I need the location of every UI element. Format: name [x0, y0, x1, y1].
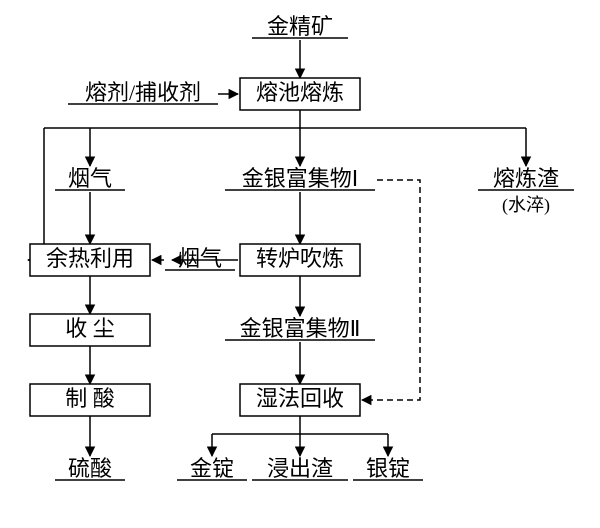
- edge-15: [212, 416, 388, 456]
- node-n17: 银锭: [353, 456, 423, 481]
- node-label: 烟气: [178, 246, 222, 271]
- node-label: (水淬): [502, 195, 550, 216]
- node-n7: 余热利用: [30, 244, 150, 276]
- node-n8: 烟气: [165, 246, 235, 271]
- node-label: 熔池熔炼: [256, 80, 344, 105]
- node-n6: 熔炼渣: [478, 166, 574, 191]
- node-label: 制 酸: [65, 386, 115, 411]
- node-label: 余热利用: [46, 246, 134, 271]
- node-n4: 烟气: [55, 166, 125, 191]
- node-label: 收 尘: [65, 316, 115, 341]
- node-label: 熔剂/捕收剂: [85, 80, 201, 105]
- node-label: 转炉吹炼: [256, 246, 344, 271]
- node-label: 湿法回收: [256, 386, 344, 411]
- node-label: 金锭: [190, 456, 234, 481]
- edge-5: [28, 128, 44, 260]
- node-label: 烟气: [68, 166, 112, 191]
- node-label: 浸出渣: [267, 456, 333, 481]
- node-n6s: (水淬): [502, 195, 550, 216]
- node-label: 金精矿: [267, 14, 333, 39]
- edge-2: [44, 110, 526, 166]
- node-n11: 金银富集物Ⅱ: [225, 316, 375, 341]
- node-n1: 金精矿: [252, 14, 348, 39]
- node-n12: 制 酸: [30, 384, 150, 416]
- node-n5: 金银富集物Ⅰ: [225, 166, 375, 191]
- node-n13: 湿法回收: [240, 384, 360, 416]
- node-n3: 熔剂/捕收剂: [68, 80, 218, 105]
- node-label: 金银富集物Ⅰ: [242, 166, 359, 191]
- node-label: 硫酸: [68, 456, 112, 481]
- node-label: 金银富集物Ⅱ: [240, 316, 361, 341]
- node-label: 银锭: [366, 456, 410, 481]
- node-n15: 金锭: [177, 456, 247, 481]
- node-n2: 熔池熔炼: [240, 78, 360, 110]
- node-n10: 收 尘: [30, 314, 150, 346]
- node-n9: 转炉吹炼: [240, 244, 360, 276]
- node-n16: 浸出渣: [252, 456, 348, 481]
- node-n14: 硫酸: [55, 456, 125, 481]
- edge-18: [362, 180, 420, 400]
- node-label: 熔炼渣: [493, 166, 559, 191]
